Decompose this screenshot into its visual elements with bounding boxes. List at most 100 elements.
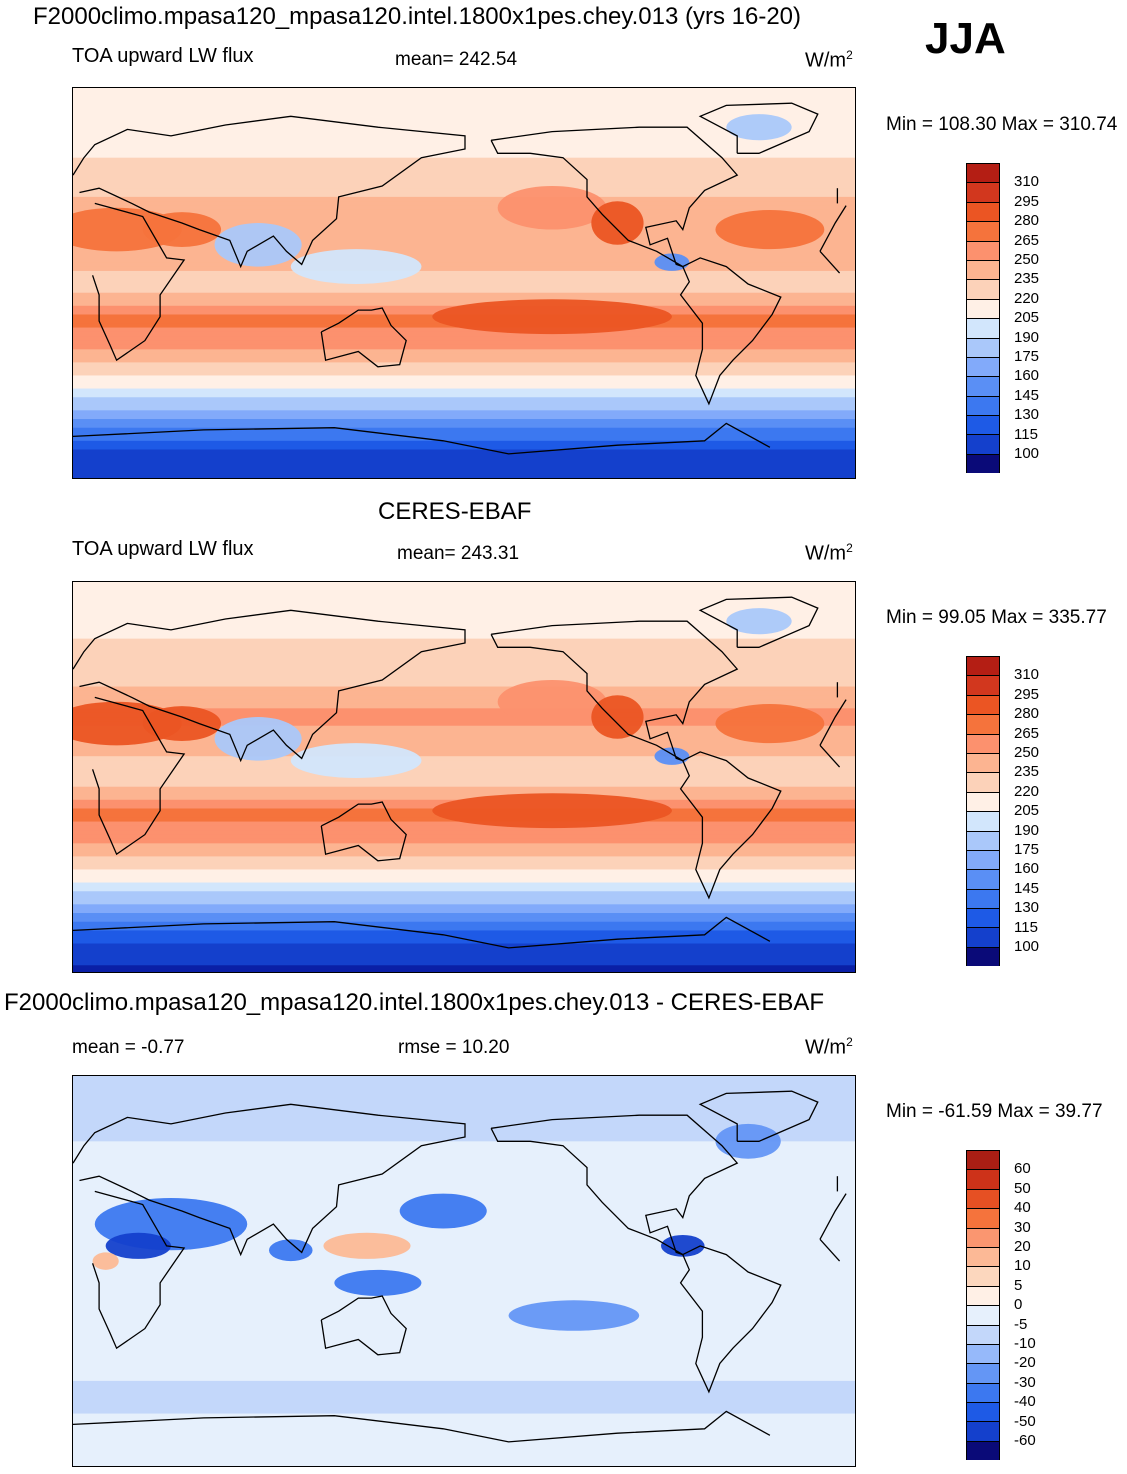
central-america-minimum (654, 747, 690, 765)
panel-3-minmax: Min = -61.59 Max = 39.77 (886, 1101, 1103, 1122)
field-band (73, 440, 855, 446)
colorbar-segment (966, 714, 1000, 734)
field-band (73, 673, 855, 679)
field-band (73, 764, 855, 770)
field-band (73, 427, 855, 433)
panel-2-heading: CERES-EBAF (378, 498, 532, 525)
field-band (73, 895, 855, 901)
colorbar-segment (966, 1440, 1000, 1461)
field-band (73, 690, 855, 696)
field-band (73, 930, 855, 936)
colorbar-segment (966, 415, 1000, 435)
field-band (73, 595, 855, 601)
field-band (73, 943, 855, 949)
colorbar-segment (966, 259, 1000, 280)
colorbar-tick-label: -10 (1014, 1335, 1036, 1352)
colorbar-tick-label: 250 (1014, 744, 1040, 761)
field-band (73, 869, 855, 875)
field-band (73, 582, 855, 587)
colorbar-tick-label: 205 (1014, 309, 1040, 327)
field-band (73, 834, 855, 840)
warm-pool-minimum (290, 743, 422, 778)
field-band (73, 1380, 855, 1414)
field-band (73, 262, 855, 268)
field-band (73, 860, 855, 866)
colorbar-segment (966, 694, 1000, 715)
field-band (73, 214, 855, 220)
colorbar-segment (966, 318, 1000, 338)
coastline (73, 916, 771, 949)
coastline (819, 1238, 841, 1262)
colorbar-tick-label: 280 (1014, 705, 1040, 723)
field-band (73, 738, 855, 744)
field-band (73, 458, 855, 464)
field-band (73, 939, 855, 945)
field-band (73, 253, 855, 259)
panel-3-heading: F2000climo.mpasa120_mpasa120.intel.1800x… (4, 989, 825, 1016)
se-pacific-maximum (432, 793, 672, 829)
coastline (819, 1193, 847, 1240)
field-band (73, 712, 855, 718)
panel-2-units: W/m2 (805, 541, 853, 565)
panel-1-colorbar: 310 295 280 265 250 235 220 205 190 175 160 145 130 1… (966, 163, 1039, 474)
field-band (73, 838, 855, 844)
coastline (490, 620, 739, 762)
colorbar-segment (966, 395, 1000, 416)
warm-pool-minimum (290, 249, 422, 284)
field-band (73, 127, 855, 133)
panel-1-coastlines (73, 102, 847, 455)
colorbar-tick-label: 235 (1014, 270, 1040, 288)
maritime-negative (334, 1269, 422, 1296)
field-band (73, 917, 855, 923)
field-band (73, 462, 855, 468)
field-band (73, 153, 855, 159)
colorbar-tick-label: 160 (1014, 367, 1040, 385)
colorbar-segment (966, 1246, 1000, 1267)
panel-1-units: W/m2 (805, 48, 853, 72)
field-band (73, 397, 855, 403)
coastline (73, 609, 466, 763)
field-band (73, 825, 855, 831)
npac-negative (399, 1193, 487, 1229)
panel-2-mean: mean= 243.31 (397, 543, 520, 564)
field-band (73, 847, 855, 853)
colorbar-segment (966, 830, 1000, 850)
field-band (73, 292, 855, 298)
field-band (73, 218, 855, 224)
field-band (73, 852, 855, 857)
field-band (73, 471, 855, 477)
coastline (679, 1245, 782, 1394)
colorbar-tick-label: 310 (1014, 173, 1040, 191)
field-band (73, 773, 855, 779)
panel-1-mean: mean= 242.54 (395, 49, 518, 70)
colorbar-tick-label: 160 (1014, 860, 1040, 878)
colorbar-tick-label: 280 (1014, 212, 1040, 230)
colorbar-tick-label: 0 (1014, 1296, 1023, 1314)
field-band (73, 344, 855, 350)
panel-3-map (72, 1075, 856, 1467)
field-band (73, 122, 855, 128)
coastline (73, 1103, 466, 1257)
field-band (73, 599, 855, 605)
sepac-negative (508, 1300, 640, 1331)
panel-2-minmax: Min = 99.05 Max = 335.77 (886, 607, 1107, 628)
field-band (73, 965, 855, 971)
field-band (73, 621, 855, 627)
field-band (73, 751, 855, 757)
field-band (73, 188, 855, 194)
field-band (73, 301, 855, 307)
field-band (73, 821, 855, 827)
colorbar-segment (966, 869, 1000, 889)
field-band (73, 677, 855, 683)
field-band (73, 786, 855, 792)
field-band (73, 109, 855, 115)
colorbar-segment (966, 675, 1000, 695)
colorbar-segment (966, 656, 1000, 676)
field-band (73, 240, 855, 246)
field-band (73, 873, 855, 879)
colorbar-segment (966, 1285, 1000, 1306)
field-band (73, 952, 855, 958)
field-band (73, 725, 855, 731)
coastline (490, 126, 739, 268)
field-band (73, 405, 855, 411)
